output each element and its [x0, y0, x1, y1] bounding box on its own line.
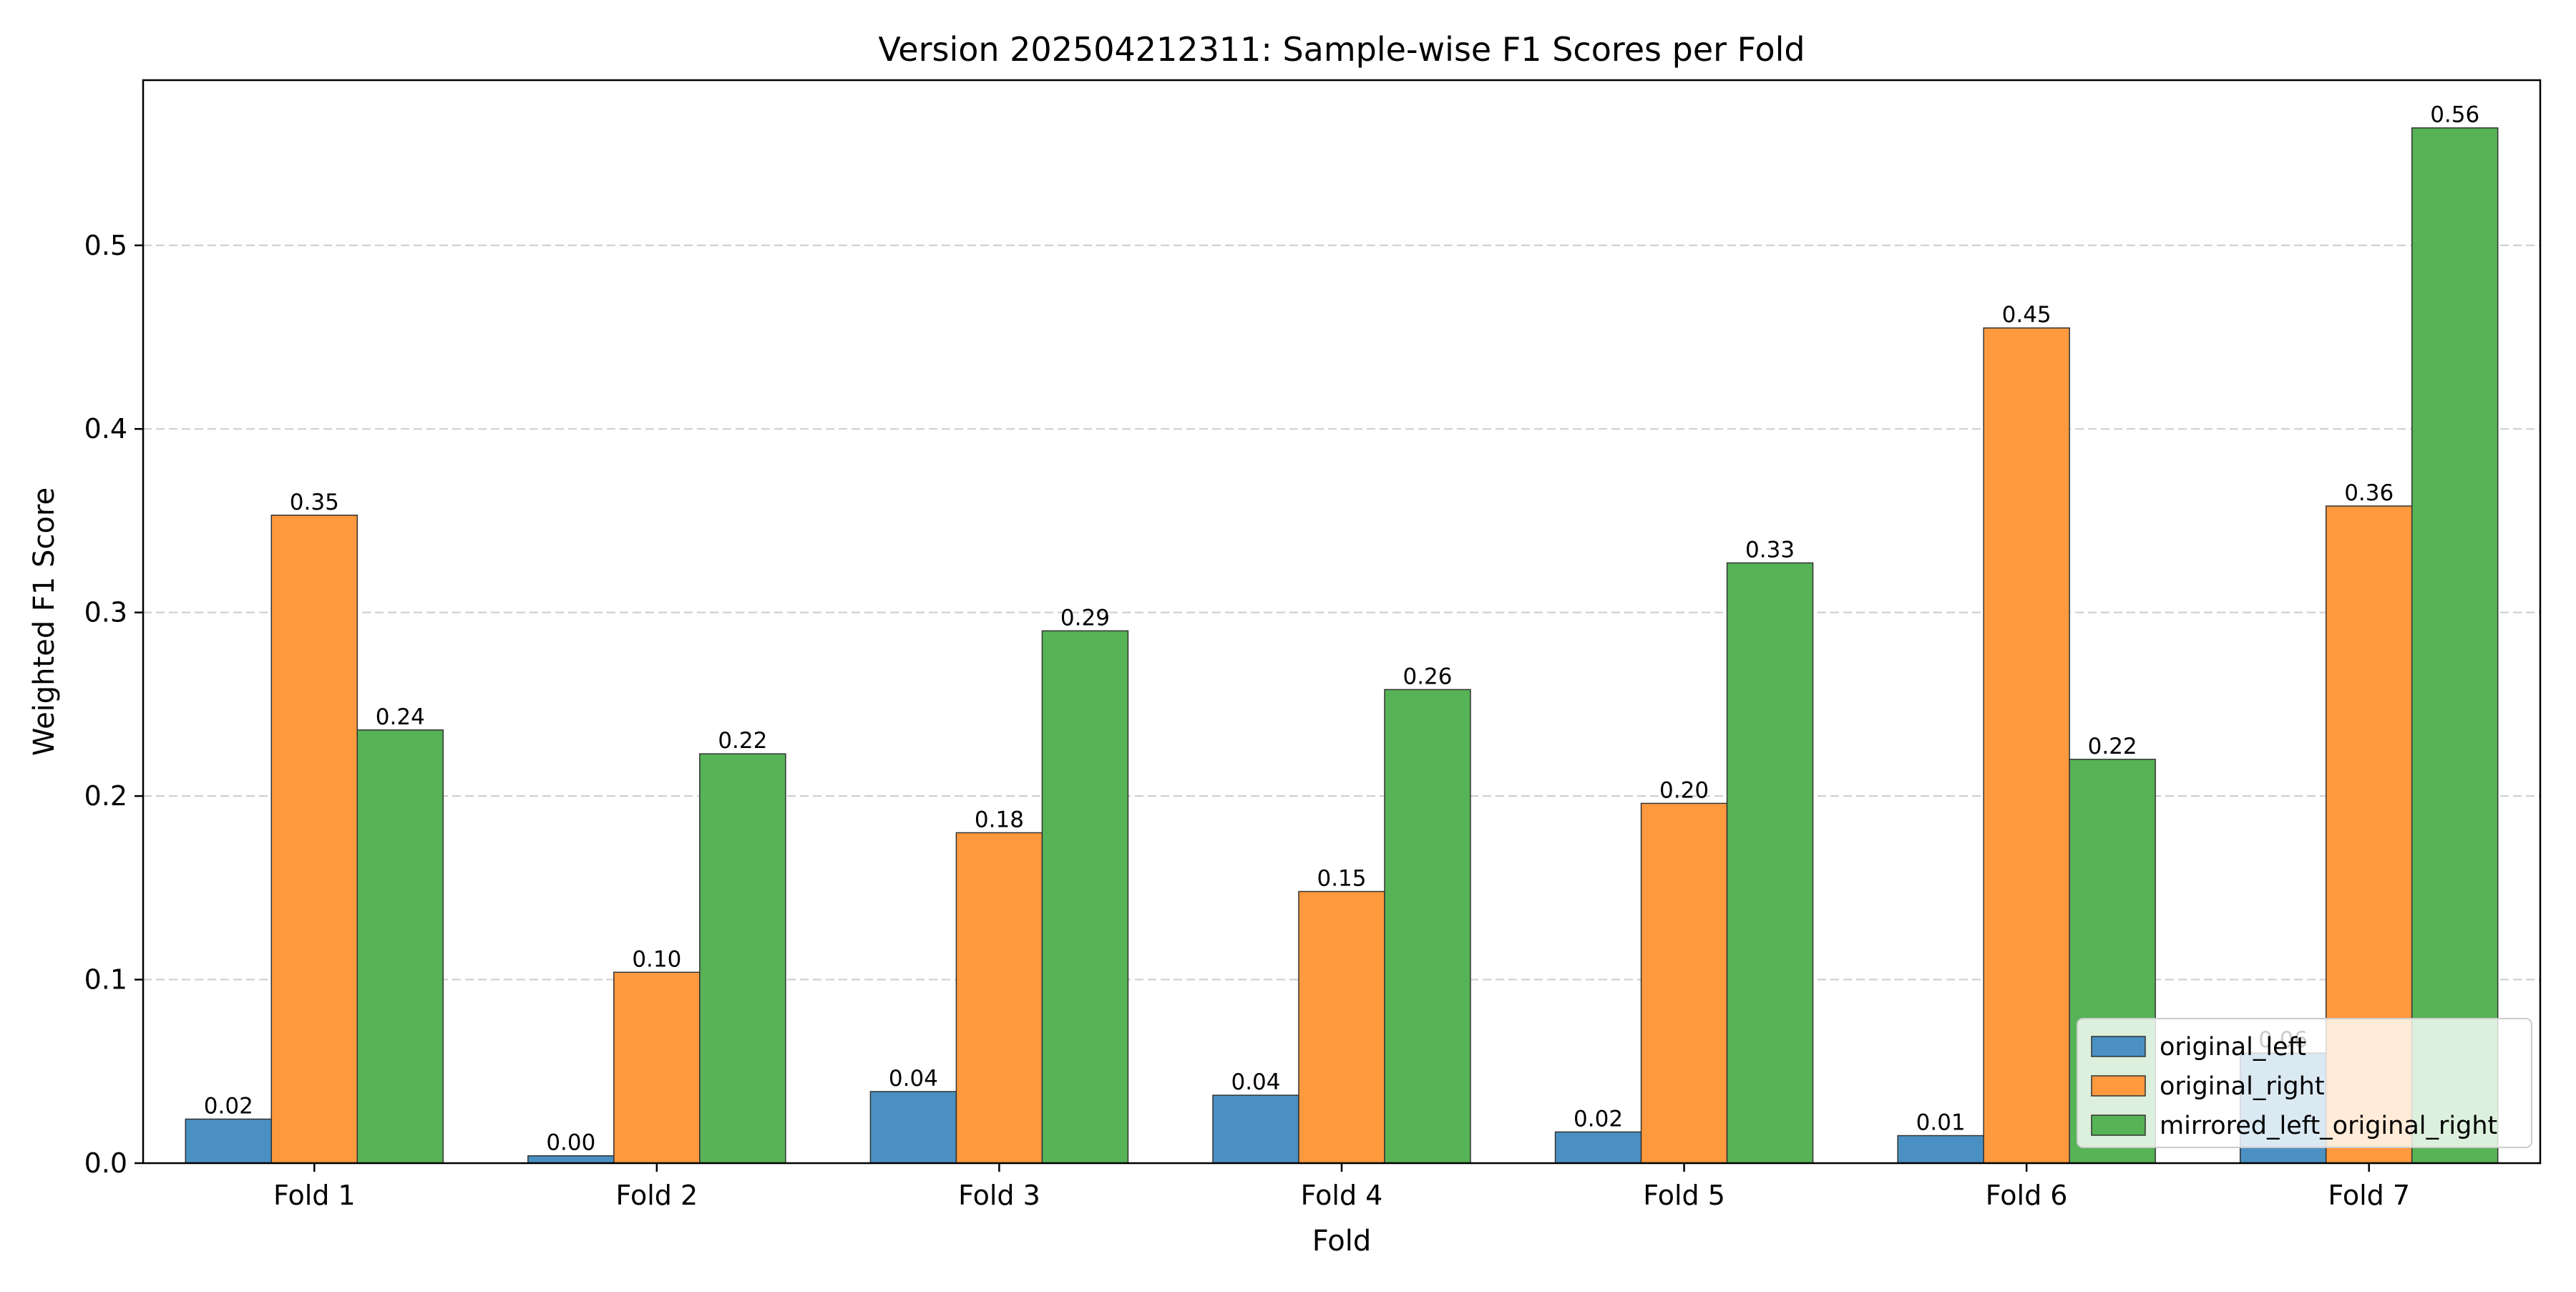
bar-value-label: 0.26: [1402, 664, 1452, 689]
x-axis-label: Fold: [1312, 1225, 1372, 1258]
y-tick-label: 0.5: [84, 230, 127, 261]
bars: [185, 127, 2499, 1164]
bar-value-label: 0.29: [1060, 605, 1110, 631]
bar-mirrored_left_original_right-5: [1726, 562, 1814, 1164]
bar-value-label: 0.24: [376, 704, 425, 730]
bar-mirrored_left_original_right-2: [699, 753, 786, 1164]
bar-value-label: 0.04: [889, 1066, 938, 1092]
bar-value-label: 0.18: [975, 807, 1024, 832]
bar-value-label: 0.56: [2430, 102, 2479, 128]
bar-original_left-4: [1212, 1094, 1299, 1164]
bar-original_left-1: [185, 1118, 273, 1164]
chart-title: Version 202504212311: Sample-wise F1 Sco…: [878, 30, 1805, 69]
bar-value-label: 0.33: [1745, 537, 1795, 563]
x-tick-label: Fold 5: [1643, 1180, 1725, 1211]
bar-value-label: 0.01: [1916, 1110, 1966, 1136]
y-tick-label: 0.3: [84, 597, 127, 628]
bar-value-label: 0.15: [1317, 865, 1366, 891]
bar-original_left-5: [1554, 1131, 1642, 1164]
legend-box: [2077, 1018, 2532, 1148]
legend-entry: original_left: [2160, 1033, 2306, 1062]
bar-value-label: 0.04: [1231, 1069, 1280, 1095]
legend-entry: mirrored_left_original_right: [2160, 1112, 2497, 1140]
bar-original_right-6: [1983, 327, 2070, 1164]
legend-swatch: [2091, 1075, 2146, 1097]
bar-original_right-1: [270, 515, 358, 1164]
bar-value-label: 0.02: [204, 1093, 253, 1119]
bar-original_right-4: [1298, 890, 1385, 1164]
legend-swatch: [2091, 1036, 2146, 1057]
bar-value-label: 0.45: [2002, 302, 2051, 328]
bar-value-label: 0.00: [546, 1130, 595, 1156]
bar-mirrored_left_original_right-1: [356, 729, 444, 1164]
bar-value-label: 0.35: [290, 490, 339, 515]
y-axis-label: Weighted F1 Score: [28, 487, 61, 756]
legend-entry: original_right: [2160, 1072, 2325, 1101]
x-tick-label: Fold 2: [616, 1180, 698, 1211]
x-tick-label: Fold 6: [1986, 1180, 2068, 1211]
bar-value-label: 0.36: [2344, 480, 2394, 506]
bar-mirrored_left_original_right-4: [1384, 689, 1471, 1164]
axis-ticks: 0.0 0.1 0.2 0.3 0.4 0.5 Fold 1 Fold 2 Fold 3 Fold…: [84, 230, 2410, 1211]
bar-value-label: 0.22: [718, 728, 767, 754]
bar-original_right-2: [613, 971, 701, 1164]
bar-mirrored_left_original_right-7: [2411, 127, 2499, 1164]
bar-value-label: 0.10: [632, 946, 681, 972]
y-tick-label: 0.4: [84, 413, 127, 445]
y-tick-label: 0.0: [84, 1147, 127, 1179]
bar-original_left-3: [869, 1091, 957, 1164]
bar-value-label: 0.20: [1659, 777, 1709, 803]
bar-original_left-2: [527, 1155, 615, 1164]
legend: original_left original_right mirrored_left…: [2077, 1018, 2532, 1148]
x-tick-label: Fold 7: [2328, 1180, 2410, 1211]
bar-original_right-5: [1640, 802, 1728, 1164]
y-tick-label: 0.2: [84, 780, 127, 812]
bar-value-label: 0.02: [1574, 1106, 1623, 1132]
value-labels: 0.020.000.040.040.020.010.060.350.100.18…: [204, 102, 2479, 1156]
x-tick-label: Fold 4: [1301, 1180, 1383, 1211]
bar-original_left-6: [1897, 1135, 1984, 1164]
y-tick-label: 0.1: [84, 964, 127, 996]
bar-value-label: 0.22: [2088, 734, 2137, 759]
bar-original_right-3: [955, 832, 1043, 1164]
bar-mirrored_left_original_right-3: [1041, 630, 1129, 1164]
x-tick-label: Fold 1: [273, 1180, 356, 1211]
x-tick-label: Fold 3: [958, 1180, 1040, 1211]
legend-swatch: [2091, 1114, 2146, 1136]
